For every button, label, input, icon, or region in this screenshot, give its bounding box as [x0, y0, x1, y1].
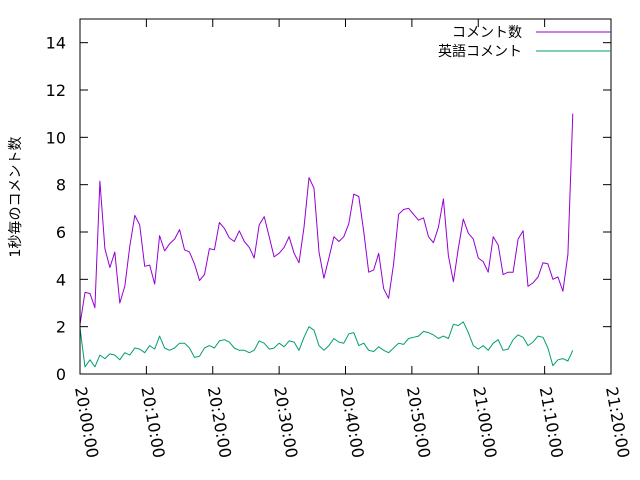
x-tick-label: 21:00:00 — [469, 385, 500, 459]
x-axis-ticks: 20:00:00 20:10:00 20:20:00 20:30:00 20:40:00… — [71, 19, 633, 459]
x-tick-label: 20:00:00 — [71, 385, 102, 459]
legend-label-1: コメント数 — [452, 25, 522, 41]
series-line-1 — [79, 113, 574, 325]
y-tick-label: 14 — [46, 34, 66, 53]
y-tick-label: 8 — [56, 176, 66, 195]
plot-frame — [79, 18, 612, 375]
x-tick-label: 20:40:00 — [337, 385, 368, 459]
x-tick-label: 20:50:00 — [403, 385, 434, 459]
x-tick-label: 21:10:00 — [536, 385, 567, 459]
y-axis-ticks: 0 2 4 6 8 10 12 14 — [46, 34, 611, 384]
y-tick-label: 2 — [56, 318, 66, 337]
y-tick-label: 4 — [56, 270, 66, 289]
y-tick-label: 6 — [56, 223, 66, 242]
x-tick-label: 20:30:00 — [270, 385, 301, 459]
y-tick-label: 0 — [56, 365, 66, 384]
x-tick-label: 20:20:00 — [204, 385, 235, 459]
y-axis-label: 1秒毎のコメント数 — [8, 137, 24, 258]
series-line-2 — [79, 321, 574, 368]
x-tick-label: 21:20:00 — [602, 385, 633, 459]
legend-label-2: 英語コメント — [438, 43, 522, 60]
y-tick-label: 10 — [46, 128, 66, 147]
y-tick-label: 12 — [46, 81, 66, 100]
series-layer — [79, 113, 574, 368]
x-tick-label: 20:10:00 — [137, 385, 168, 459]
